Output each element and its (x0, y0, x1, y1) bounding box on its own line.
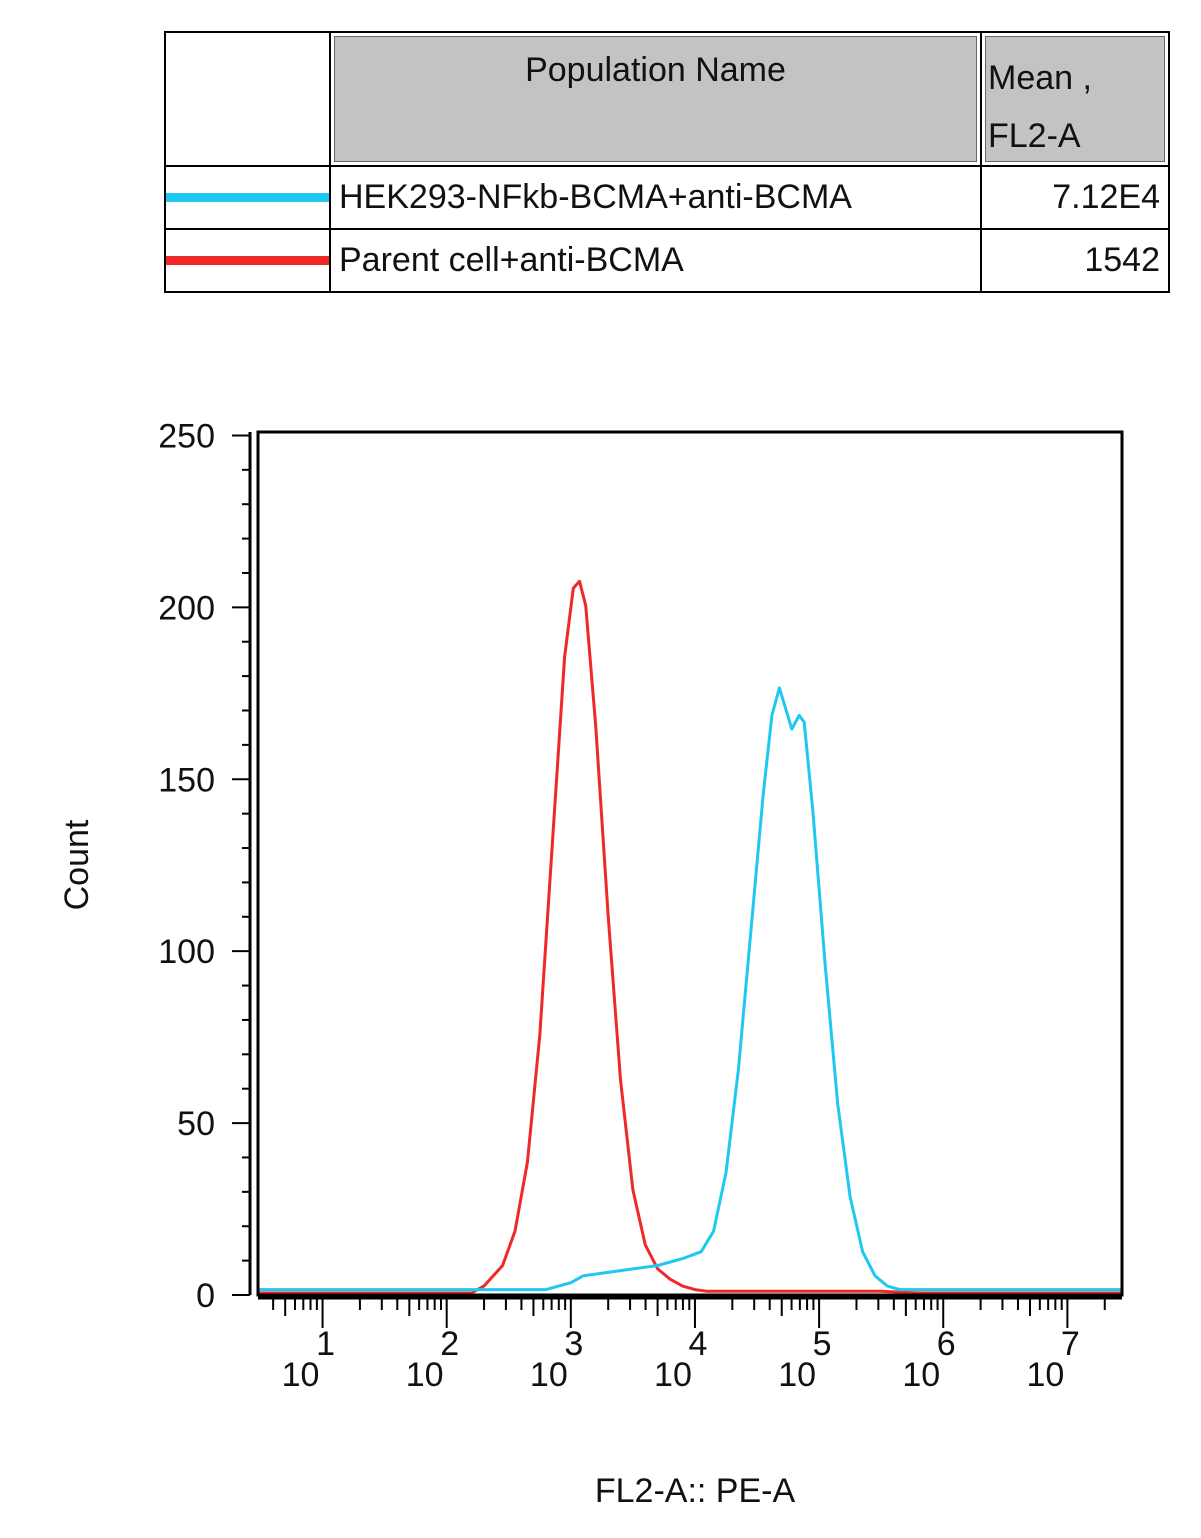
series-line-parent (258, 579, 1122, 1295)
y-tick-label: 100 (158, 933, 215, 971)
x-tick-label-exponent: 3 (564, 1325, 583, 1363)
x-tick-label-base: 10 (1026, 1356, 1064, 1394)
header-mean: Mean , FL2-A (980, 31, 1170, 167)
legend-row: HEK293-NFkb-BCMA+anti-BCMA 7.12E4 (164, 165, 1170, 230)
plot-frame (256, 430, 1124, 1297)
x-tick-label-base: 10 (654, 1356, 692, 1394)
x-tick-label-base: 10 (902, 1356, 940, 1394)
x-tick-label-base: 10 (282, 1356, 320, 1394)
legend-swatch-red (164, 228, 331, 293)
x-tick-label-base: 10 (530, 1356, 568, 1394)
y-tick-label: 250 (158, 417, 215, 455)
x-tick-label-exponent: 2 (440, 1325, 459, 1363)
curves (258, 579, 1122, 1295)
legend-row-name: HEK293-NFkb-BCMA+anti-BCMA (329, 165, 982, 230)
legend-blank-cell (164, 31, 331, 167)
legend-row-mean: 7.12E4 (980, 165, 1170, 230)
series-line-hek293 (258, 686, 1122, 1292)
legend-row-mean: 1542 (980, 228, 1170, 293)
legend-table: Population Name Mean , FL2-A HEK293-NFkb… (164, 31, 1170, 293)
y-tick-label: 0 (196, 1277, 215, 1315)
legend-row: Parent cell+anti-BCMA 1542 (164, 228, 1170, 293)
x-tick-label-exponent: 6 (937, 1325, 956, 1363)
header-population-name: Population Name (329, 31, 982, 167)
x-tick-label-exponent: 1 (316, 1325, 335, 1363)
y-axis-label: Count (58, 819, 96, 910)
x-tick-label-base: 10 (406, 1356, 444, 1394)
legend-swatch-blue (164, 165, 331, 230)
x-tick-label-base: 10 (778, 1356, 816, 1394)
y-tick-label: 50 (177, 1105, 215, 1143)
x-tick-label-exponent: 5 (813, 1325, 832, 1363)
y-tick-label: 200 (158, 589, 215, 627)
x-tick-label-exponent: 7 (1061, 1325, 1080, 1363)
header-mean-line1: Mean , (988, 59, 1092, 97)
x-axis-label: FL2-A:: PE-A (595, 1472, 796, 1510)
y-tick-label: 150 (158, 761, 215, 799)
legend-row-name: Parent cell+anti-BCMA (329, 228, 982, 293)
y-axis: 0 50 100 150 200 250 (158, 417, 252, 1315)
x-tick-label-exponent: 4 (689, 1325, 708, 1363)
header-mean-line2: FL2-A (988, 117, 1081, 155)
